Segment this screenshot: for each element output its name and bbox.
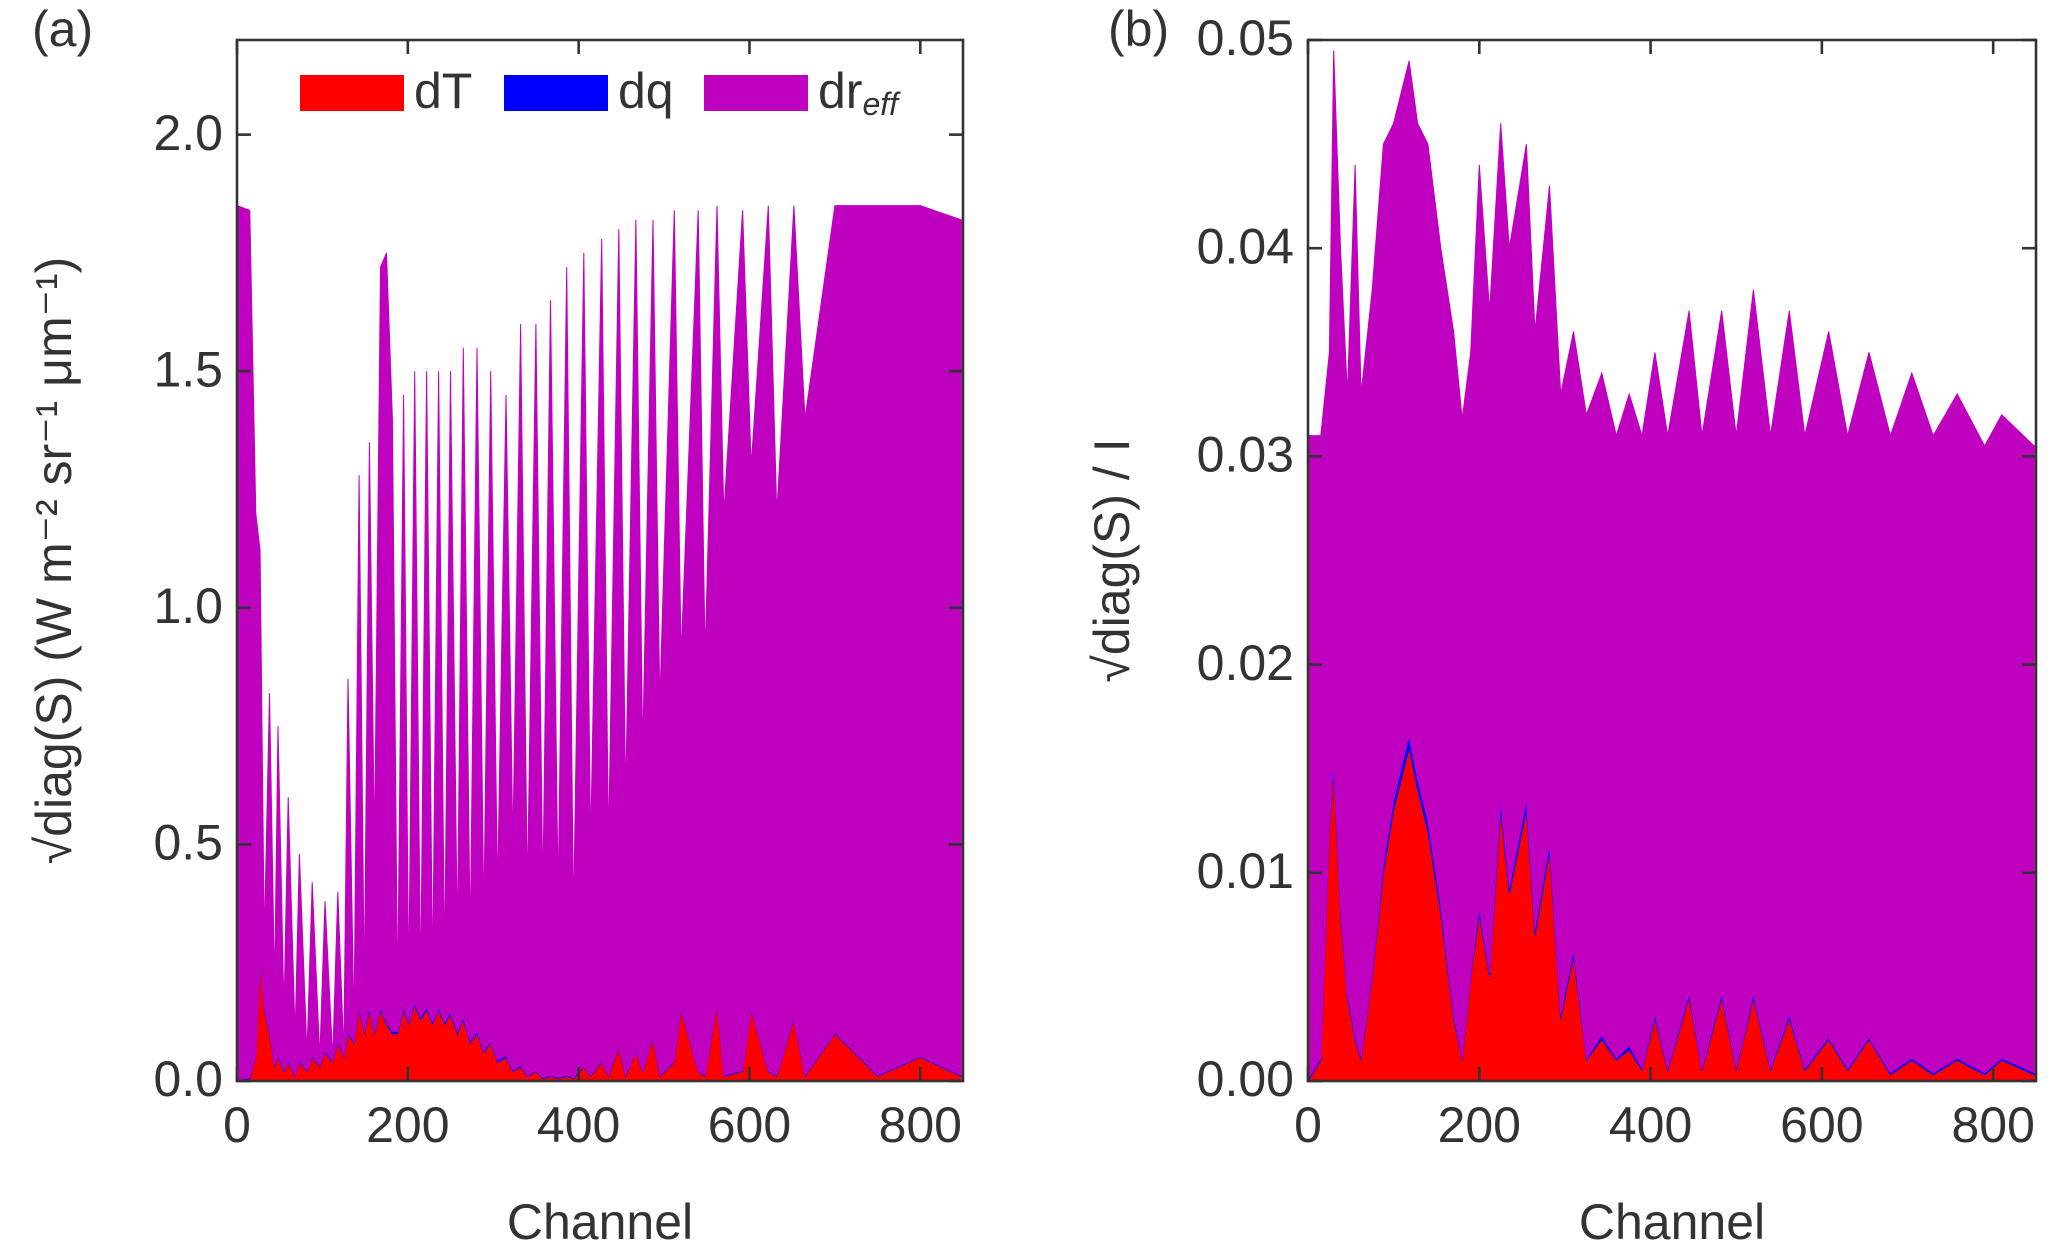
legend-label: dreff — [818, 63, 901, 122]
x-tick-label: 800 — [1951, 1097, 2034, 1153]
x-tick-label: 0 — [1294, 1097, 1322, 1153]
legend-swatch — [300, 75, 404, 111]
x-axis-label: Channel — [507, 1194, 693, 1250]
legend-item: dT — [300, 63, 472, 119]
x-axis-label: Channel — [1579, 1194, 1765, 1250]
x-tick-label: 200 — [366, 1097, 449, 1153]
y-tick-label: 1.0 — [153, 578, 223, 634]
y-tick-label: 1.5 — [153, 341, 223, 397]
y-tick-label: 0.01 — [1197, 843, 1294, 899]
plot-frame — [1306, 38, 2038, 1083]
legend-item: dq — [504, 63, 674, 119]
area-dreff — [236, 204, 962, 1081]
area-dreff — [1307, 50, 2035, 1081]
x-tick-label: 200 — [1438, 1097, 1521, 1153]
x-tick-label: 600 — [1780, 1097, 1863, 1153]
y-tick-label: 2.0 — [153, 105, 223, 161]
y-tick-label: 0.02 — [1197, 635, 1294, 691]
y-axis-label: √diag(S) (W m⁻² sr⁻¹ μm⁻¹) — [26, 257, 82, 865]
panel-label: (a) — [32, 1, 93, 57]
x-tick-label: 0 — [223, 1097, 251, 1153]
y-tick-label: 0.04 — [1197, 218, 1294, 274]
y-axis-label: √diag(S) / I — [1084, 438, 1140, 682]
y-tick-label: 0.05 — [1197, 10, 1294, 66]
legend-label: dq — [618, 63, 674, 119]
legend-item: dreff — [704, 63, 901, 122]
x-tick-label: 800 — [879, 1097, 962, 1153]
x-tick-label: 600 — [708, 1097, 791, 1153]
x-tick-label: 400 — [537, 1097, 620, 1153]
panel-label: (b) — [1108, 1, 1169, 57]
legend-label: dT — [414, 63, 472, 119]
legend-swatch — [704, 75, 808, 111]
x-tick-label: 400 — [1609, 1097, 1692, 1153]
y-tick-label: 0.00 — [1197, 1051, 1294, 1107]
plot-frame — [235, 38, 965, 1083]
y-tick-label: 0.03 — [1197, 427, 1294, 483]
y-tick-label: 0.0 — [153, 1051, 223, 1107]
y-tick-label: 0.5 — [153, 815, 223, 871]
legend-swatch — [504, 75, 608, 111]
